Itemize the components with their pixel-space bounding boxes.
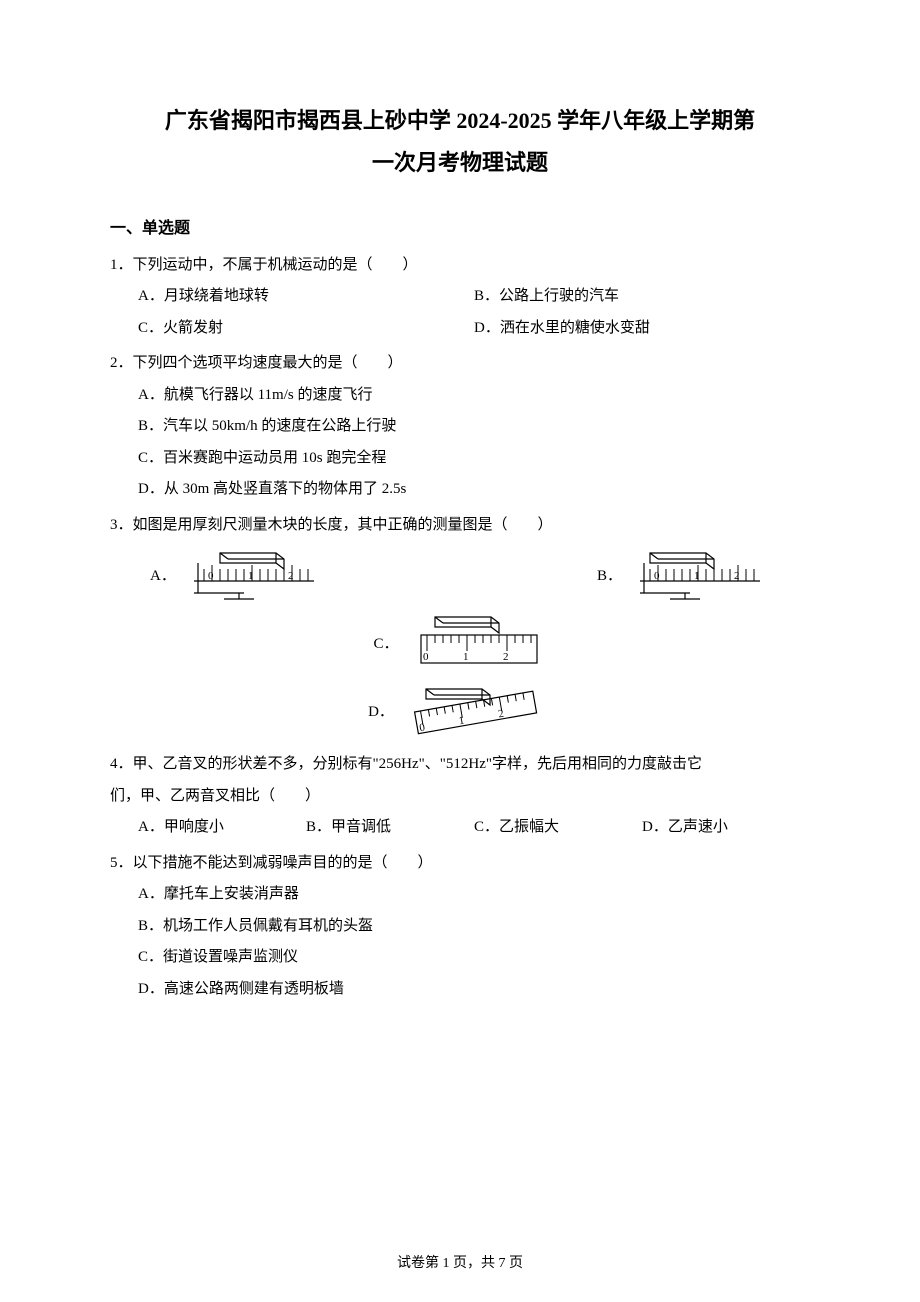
q1-option-a: A．月球绕着地球转	[138, 281, 474, 313]
q2-option-a: A．航模飞行器以 11m/s 的速度飞行	[138, 380, 810, 412]
q3-label-b: B．	[597, 561, 622, 593]
ruler-diagram-b: 0 1 2	[630, 547, 770, 607]
svg-text:2: 2	[497, 708, 505, 721]
q4-option-c: C．乙振幅大	[474, 812, 642, 844]
q3-stem: 3．如图是用厚刻尺测量木块的长度，其中正确的测量图是（ ）	[110, 510, 810, 542]
q2-option-c: C．百米赛跑中运动员用 10s 跑完全程	[138, 443, 810, 475]
q2-stem: 2．下列四个选项平均速度最大的是（ ）	[110, 348, 810, 380]
svg-text:0: 0	[208, 570, 214, 582]
q1-option-b: B．公路上行驶的汽车	[474, 281, 810, 313]
svg-text:0: 0	[654, 570, 660, 582]
ruler-diagram-a: 0 1 2	[184, 547, 324, 607]
ruler-diagram-c: 0 1 2	[407, 613, 547, 677]
question-3: 3．如图是用厚刻尺测量木块的长度，其中正确的测量图是（ ） A．	[110, 510, 810, 744]
q2-option-b: B．汽车以 50km/h 的速度在公路上行驶	[138, 411, 810, 443]
q3-option-a: A．	[150, 547, 324, 607]
svg-text:1: 1	[694, 570, 700, 582]
q5-option-b: B．机场工作人员佩戴有耳机的头盔	[138, 911, 810, 943]
q2-option-d: D．从 30m 高处竖直落下的物体用了 2.5s	[138, 474, 810, 506]
question-4: 4．甲、乙音叉的形状差不多，分别标有"256Hz"、"512Hz"字样，先后用相…	[110, 749, 810, 844]
exam-title: 广东省揭阳市揭西县上砂中学 2024-2025 学年八年级上学期第 一次月考物理…	[110, 100, 810, 184]
svg-text:0: 0	[418, 722, 426, 735]
page-footer: 试卷第 1 页，共 7 页	[0, 1252, 920, 1272]
q1-stem: 1．下列运动中，不属于机械运动的是（ ）	[110, 250, 810, 282]
svg-text:0: 0	[423, 651, 429, 663]
q1-option-c: C．火箭发射	[138, 313, 474, 345]
question-5: 5．以下措施不能达到减弱噪声目的的是（ ） A．摩托车上安装消声器 B．机场工作…	[110, 848, 810, 1006]
svg-text:2: 2	[503, 651, 509, 663]
q5-option-a: A．摩托车上安装消声器	[138, 879, 810, 911]
q4-option-b: B．甲音调低	[306, 812, 474, 844]
q5-stem: 5．以下措施不能达到减弱噪声目的的是（ ）	[110, 848, 810, 880]
title-line-2: 一次月考物理试题	[110, 142, 810, 184]
q3-label-a: A．	[150, 561, 176, 593]
q4-stem-2: 们，甲、乙两音叉相比（ ）	[110, 781, 810, 813]
q4-option-a: A．甲响度小	[138, 812, 306, 844]
q3-option-b: B．	[597, 547, 770, 607]
q4-option-d: D．乙声速小	[642, 812, 810, 844]
q3-label-c: C．	[373, 629, 398, 661]
question-1: 1．下列运动中，不属于机械运动的是（ ） A．月球绕着地球转 B．公路上行驶的汽…	[110, 250, 810, 345]
svg-text:1: 1	[248, 570, 254, 582]
q3-option-c: C．	[373, 613, 546, 677]
q5-option-d: D．高速公路两侧建有透明板墙	[138, 974, 810, 1006]
ruler-diagram-d: 0 1 2	[402, 683, 552, 743]
title-line-1: 广东省揭阳市揭西县上砂中学 2024-2025 学年八年级上学期第	[110, 100, 810, 142]
svg-text:1: 1	[463, 651, 469, 663]
svg-text:2: 2	[288, 570, 294, 582]
section-1-heading: 一、单选题	[110, 214, 810, 238]
q1-option-d: D．洒在水里的糖使水变甜	[474, 313, 810, 345]
q4-stem-1: 4．甲、乙音叉的形状差不多，分别标有"256Hz"、"512Hz"字样，先后用相…	[110, 749, 810, 781]
q3-label-d: D．	[368, 697, 394, 729]
q5-option-c: C．街道设置噪声监测仪	[138, 942, 810, 974]
q3-option-d: D．	[368, 683, 552, 743]
svg-text:2: 2	[734, 570, 740, 582]
svg-text:1: 1	[458, 715, 466, 728]
question-2: 2．下列四个选项平均速度最大的是（ ） A．航模飞行器以 11m/s 的速度飞行…	[110, 348, 810, 506]
